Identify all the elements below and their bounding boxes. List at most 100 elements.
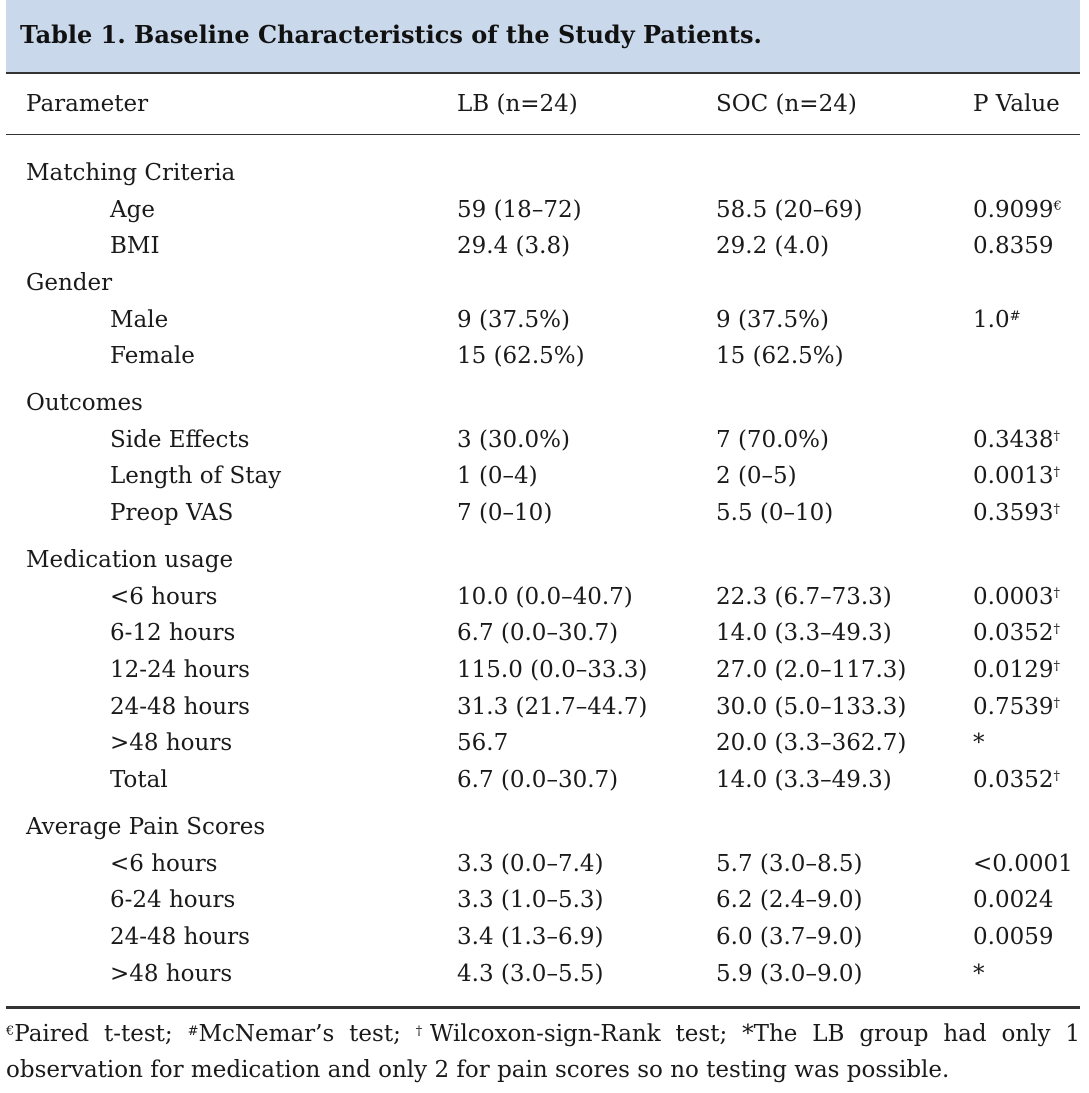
row-label: Male <box>110 307 169 333</box>
cell-p-value: * <box>973 730 985 756</box>
p-value-footnote-mark: † <box>1053 502 1060 517</box>
cell-soc: 9 (37.5%) <box>716 307 829 333</box>
cell-p-value: 0.3593 <box>973 500 1054 526</box>
cell-soc: 30.0 (5.0–133.3) <box>716 694 907 720</box>
cell-soc: 14.0 (3.3–49.3) <box>716 620 892 646</box>
cell-soc: 5.9 (3.0–9.0) <box>716 961 863 987</box>
cell-p-value-with-mark: 1.0# <box>973 306 1020 334</box>
cell-p-value: 0.9099 <box>973 197 1054 223</box>
cell-soc: 20.0 (3.3–362.7) <box>716 730 907 756</box>
cell-p-value: 0.0059 <box>973 924 1054 950</box>
footnote-symbol-hash: # <box>187 1024 199 1039</box>
header-lb: LB (n=24) <box>457 91 578 117</box>
p-value-footnote-mark: † <box>1053 465 1060 480</box>
section-label: Gender <box>26 270 113 296</box>
row-label: Preop VAS <box>110 500 234 526</box>
footnote-text-wilcoxon: Wilcoxon-sign-Rank test; *The LB group h… <box>6 1021 1080 1083</box>
cell-soc: 6.0 (3.7–9.0) <box>716 924 863 950</box>
table-bottom-rule <box>6 1006 1080 1009</box>
p-value-footnote-mark: † <box>1053 659 1060 674</box>
table-title-bar: Table 1. Baseline Characteristics of the… <box>6 0 1080 74</box>
row-label: 24-48 hours <box>110 924 250 950</box>
cell-soc: 27.0 (2.0–117.3) <box>716 657 907 683</box>
cell-p-value-with-mark: 0.0352† <box>973 619 1060 647</box>
cell-soc: 7 (70.0%) <box>716 427 829 453</box>
section-label: Outcomes <box>26 390 143 416</box>
cell-p-value: * <box>973 961 985 987</box>
cell-lb: 10.0 (0.0–40.7) <box>457 584 633 610</box>
row-label: Length of Stay <box>110 463 282 489</box>
cell-p-value: 0.0352 <box>973 767 1054 793</box>
p-value-footnote-mark: † <box>1053 622 1060 637</box>
footnote-symbol-euro: € <box>6 1024 15 1039</box>
cell-soc: 22.3 (6.7–73.3) <box>716 584 892 610</box>
footnote-text-mcnemar: McNemar’s test; <box>198 1021 416 1047</box>
cell-p-value: 0.7539 <box>973 694 1054 720</box>
row-label: 24-48 hours <box>110 694 250 720</box>
cell-lb: 15 (62.5%) <box>457 343 585 369</box>
cell-p-value: 0.0129 <box>973 657 1054 683</box>
cell-lb: 31.3 (21.7–44.7) <box>457 694 648 720</box>
cell-lb: 4.3 (3.0–5.5) <box>457 961 604 987</box>
cell-lb: 3.4 (1.3–6.9) <box>457 924 604 950</box>
cell-p-value: 1.0 <box>973 307 1010 333</box>
row-label: <6 hours <box>110 584 218 610</box>
p-value-footnote-mark: † <box>1053 696 1060 711</box>
cell-p-value-with-mark: 0.3438† <box>973 426 1060 454</box>
cell-soc: 6.2 (2.4–9.0) <box>716 887 863 913</box>
cell-p-value-with-mark: 0.3593† <box>973 499 1060 527</box>
cell-lb: 29.4 (3.8) <box>457 233 571 259</box>
footnote-text-paired: Paired t-test; <box>14 1021 188 1047</box>
cell-p-value: 0.0003 <box>973 584 1054 610</box>
cell-p-value: 0.0013 <box>973 463 1054 489</box>
table-title: Table 1. Baseline Characteristics of the… <box>20 20 762 49</box>
cell-lb: 9 (37.5%) <box>457 307 570 333</box>
cell-p-value-with-mark: 0.9099€ <box>973 196 1062 224</box>
footnote-symbol-dagger: † <box>415 1024 430 1039</box>
row-label: Side Effects <box>110 427 250 453</box>
cell-lb: 3 (30.0%) <box>457 427 570 453</box>
header-p-value: P Value <box>973 91 1060 117</box>
p-value-footnote-mark: † <box>1053 429 1060 444</box>
cell-soc: 29.2 (4.0) <box>716 233 830 259</box>
p-value-footnote-mark: € <box>1053 199 1062 214</box>
header-soc: SOC (n=24) <box>716 91 857 117</box>
cell-p-value: <0.0001 <box>973 851 1073 877</box>
cell-lb: 6.7 (0.0–30.7) <box>457 620 619 646</box>
cell-p-value-with-mark: 0.0129† <box>973 656 1060 684</box>
cell-p-value-with-mark: 0.0013† <box>973 462 1060 490</box>
cell-soc: 58.5 (20–69) <box>716 197 863 223</box>
section-label: Medication usage <box>26 547 234 573</box>
cell-p-value: 0.8359 <box>973 233 1054 259</box>
row-label: BMI <box>110 233 160 259</box>
cell-soc: 15 (62.5%) <box>716 343 844 369</box>
header-parameter: Parameter <box>26 91 149 117</box>
cell-lb: 7 (0–10) <box>457 500 553 526</box>
row-label: Age <box>110 197 155 223</box>
row-label: Female <box>110 343 195 369</box>
p-value-footnote-mark: # <box>1009 309 1021 324</box>
row-label: 12-24 hours <box>110 657 250 683</box>
p-value-footnote-mark: † <box>1053 769 1060 784</box>
cell-p-value: 0.3438 <box>973 427 1054 453</box>
cell-p-value: 0.0024 <box>973 887 1054 913</box>
cell-lb: 56.7 <box>457 730 509 756</box>
row-label: 6-24 hours <box>110 887 236 913</box>
cell-p-value-with-mark: 0.7539† <box>973 693 1060 721</box>
row-label: >48 hours <box>110 730 233 756</box>
cell-soc: 2 (0–5) <box>716 463 797 489</box>
cell-lb: 3.3 (0.0–7.4) <box>457 851 604 877</box>
p-value-footnote-mark: † <box>1053 586 1060 601</box>
cell-soc: 14.0 (3.3–49.3) <box>716 767 892 793</box>
cell-lb: 6.7 (0.0–30.7) <box>457 767 619 793</box>
row-label: Total <box>110 767 168 793</box>
cell-p-value-with-mark: 0.0352† <box>973 766 1060 794</box>
row-label: >48 hours <box>110 961 233 987</box>
cell-p-value-with-mark: 0.0003† <box>973 583 1060 611</box>
section-label: Matching Criteria <box>26 160 236 186</box>
cell-lb: 3.3 (1.0–5.3) <box>457 887 604 913</box>
cell-lb: 59 (18–72) <box>457 197 582 223</box>
section-label: Average Pain Scores <box>26 814 266 840</box>
table-footnote: €Paired t-test; #McNemar’s test; †Wilcox… <box>6 1016 1080 1088</box>
row-label: <6 hours <box>110 851 218 877</box>
